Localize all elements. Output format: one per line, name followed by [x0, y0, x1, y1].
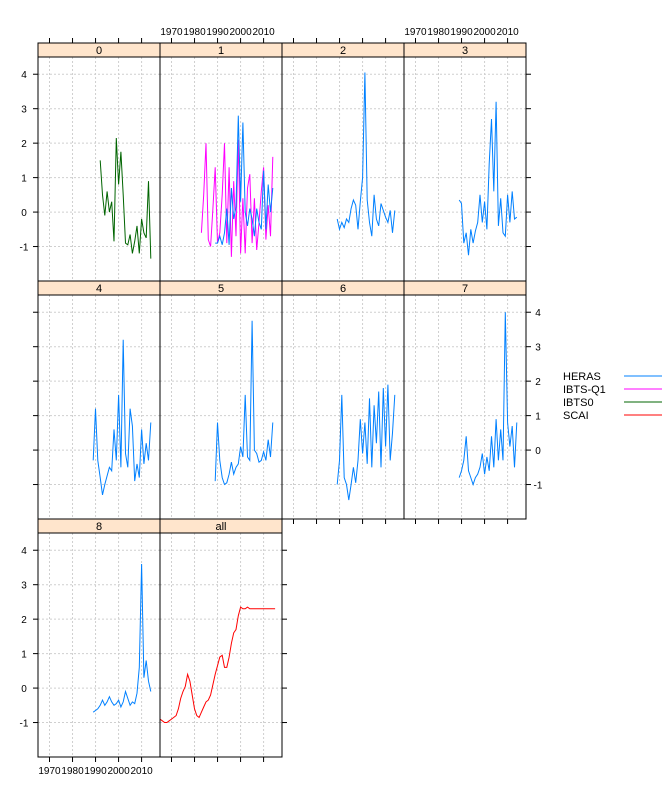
panel-strip-label: 6	[340, 283, 346, 295]
y-tick-label: 2	[21, 615, 27, 626]
series-line-heras	[336, 72, 396, 237]
x-tick-label: 1980	[61, 766, 84, 777]
series-line-heras	[92, 563, 152, 713]
panel-background	[282, 43, 404, 281]
y-tick-label: -1	[534, 481, 543, 492]
panel-background	[160, 519, 282, 757]
y-tick-label: 1	[21, 650, 27, 661]
y-tick-label: 2	[21, 139, 27, 150]
series-line-ibts-q1	[200, 139, 274, 257]
x-tick-label: 2010	[252, 27, 275, 38]
x-tick-label: 1970	[160, 27, 183, 38]
y-tick-label: 4	[21, 70, 27, 81]
legend-label: SCAI	[563, 410, 589, 422]
panel-strip-label: 7	[462, 283, 468, 295]
legend-label: HERAS	[563, 371, 601, 383]
y-tick-label: -1	[20, 243, 29, 254]
series-line-heras	[92, 339, 152, 496]
panel-background	[38, 281, 160, 519]
y-tick-label: 0	[535, 446, 541, 457]
x-tick-label: 1980	[183, 27, 206, 38]
y-tick-label: 4	[535, 308, 541, 319]
y-tick-label: 1	[21, 174, 27, 185]
panel-strip-label: 1	[218, 45, 224, 57]
x-tick-label: 1970	[38, 766, 61, 777]
y-tick-label: 0	[21, 684, 27, 695]
series-line-heras	[215, 115, 274, 245]
panel-strip-label: 2	[340, 45, 346, 57]
x-tick-label: 2010	[130, 766, 153, 777]
y-tick-label: 3	[21, 581, 27, 592]
panel-strip-label: 3	[462, 45, 468, 57]
y-tick-label: -1	[20, 719, 29, 730]
panel-strip-label: 0	[96, 45, 102, 57]
x-tick-label: 1990	[84, 766, 107, 777]
series-line-heras	[336, 384, 396, 501]
series-line-scai	[159, 606, 276, 723]
panel-strip-label: 4	[96, 283, 102, 295]
y-tick-label: 3	[21, 105, 27, 116]
panel-background	[404, 43, 526, 281]
panel-strip-label: 5	[218, 283, 224, 295]
y-tick-label: 4	[21, 546, 27, 557]
panel-strip-label: all	[215, 521, 226, 533]
x-tick-label: 2000	[229, 27, 252, 38]
x-tick-label: 1990	[206, 27, 229, 38]
x-tick-label: 2010	[496, 27, 519, 38]
x-tick-label: 1970	[404, 27, 427, 38]
legend-label: IBTS0	[563, 397, 594, 409]
x-tick-label: 2000	[473, 27, 496, 38]
y-tick-label: 0	[21, 208, 27, 219]
series-line-heras	[214, 320, 274, 486]
y-tick-label: 2	[535, 377, 541, 388]
panel-border	[159, 518, 283, 758]
y-tick-label: 3	[535, 343, 541, 354]
legend-label: IBTS-Q1	[563, 384, 606, 396]
series-line-heras	[458, 312, 518, 487]
panel-border	[403, 280, 527, 520]
x-tick-label: 1990	[450, 27, 473, 38]
x-tick-label: 1980	[427, 27, 450, 38]
panel-background	[160, 281, 282, 519]
series-line-ibts0	[99, 137, 152, 259]
series-line-heras	[458, 101, 518, 256]
y-tick-label: 1	[535, 412, 541, 423]
panel-strip-label: 8	[96, 521, 102, 533]
x-tick-label: 2000	[107, 766, 130, 777]
